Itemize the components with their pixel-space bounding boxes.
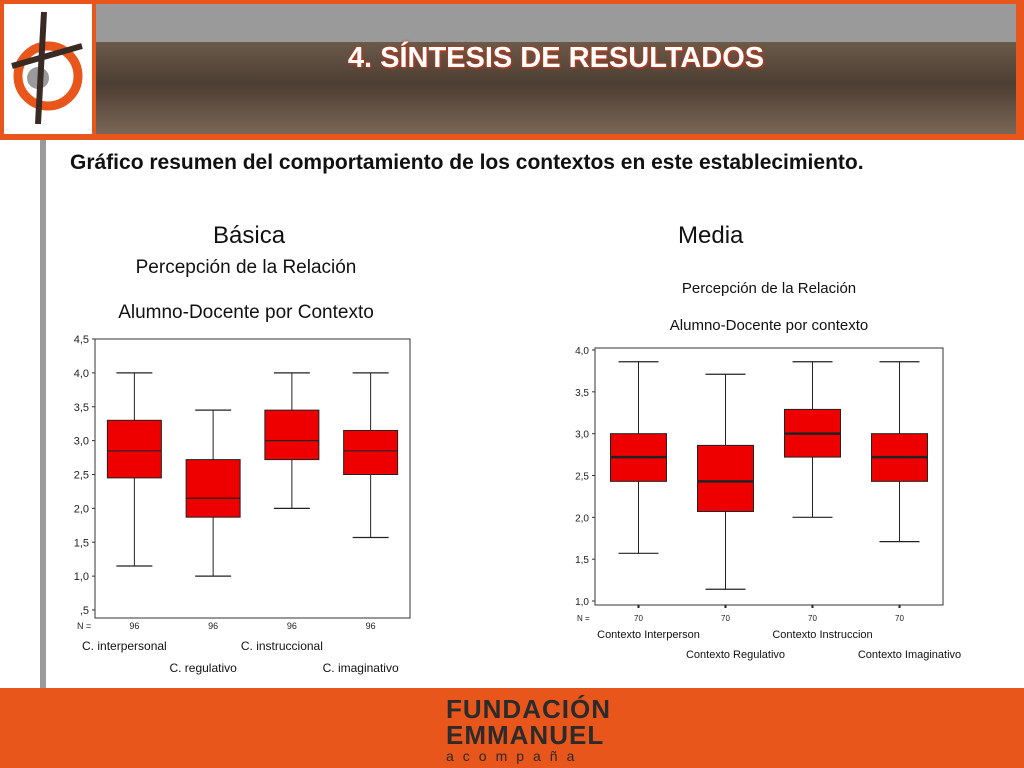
y-tick-label: 1,0 [74, 571, 89, 583]
category-label: C. interpersonal [82, 639, 167, 653]
chart-title-line1: Percepción de la Relación [682, 280, 856, 297]
footer-bar [0, 688, 1024, 768]
n-value: 96 [208, 621, 218, 631]
box [106, 419, 162, 479]
chart-title-line2: Alumno-Docente por Contexto [118, 302, 374, 323]
n-value: 70 [634, 614, 643, 623]
y-tick-label: 1,5 [74, 537, 89, 549]
category-label: C. regulativo [169, 661, 237, 675]
category-label: Contexto Regulativo [686, 649, 785, 661]
left-divider [40, 140, 46, 688]
n-label: N = [577, 614, 590, 623]
section-label-basica: Básica [213, 222, 286, 249]
plot-frame [594, 347, 944, 606]
plot-frame [94, 338, 411, 619]
chart-title-line1: Percepción de la Relación [136, 257, 357, 278]
box [185, 459, 241, 518]
y-tick-label: 1,0 [575, 597, 589, 608]
cross-logo-icon [11, 11, 83, 125]
footer-logo: FUNDACIÓN EMMANUEL acompaña [446, 696, 626, 764]
footer-line2: EMMANUEL [446, 720, 605, 750]
y-tick-label: 2,0 [74, 503, 89, 515]
footer-line1: FUNDACIÓN [446, 694, 611, 724]
y-tick-label: 3,5 [74, 402, 89, 414]
y-tick-label: 2,0 [575, 513, 589, 524]
n-value: 96 [129, 621, 139, 631]
y-tick-label: 4,5 [74, 334, 89, 346]
n-label: N = [77, 621, 91, 631]
logo [4, 4, 92, 134]
boxplot-media: Percepción de la Relación Alumno-Docente… [575, 280, 961, 661]
chart-title-line2: Alumno-Docente por contexto [670, 317, 868, 334]
category-label: Contexto Interperson [597, 629, 700, 641]
y-tick-label: 3,0 [74, 436, 89, 448]
category-label: Contexto Instruccion [772, 629, 872, 641]
section-label-media: Media [678, 222, 744, 249]
n-value: 70 [895, 614, 904, 623]
y-tick-label: 3,5 [575, 388, 589, 399]
footer-line3: acompaña [446, 748, 584, 764]
slide-heading: Gráfico resumen del comportamiento de lo… [70, 151, 864, 174]
box [264, 409, 320, 461]
slide-title: 4. SÍNTESIS DE RESULTADOS [347, 42, 765, 74]
category-label: C. instruccional [241, 639, 323, 653]
n-value: 70 [721, 614, 730, 623]
n-value: 96 [287, 621, 297, 631]
n-value: 70 [808, 614, 817, 623]
category-label: C. imaginativo [323, 661, 399, 675]
y-tick-label: ,5 [80, 605, 89, 617]
y-tick-label: 4,0 [575, 346, 589, 357]
boxplot-basica: Percepción de la Relación Alumno-Docente… [74, 257, 411, 675]
box [343, 429, 399, 475]
y-tick-label: 2,5 [74, 470, 89, 482]
y-tick-label: 4,0 [74, 368, 89, 380]
y-tick-label: 3,0 [575, 430, 589, 441]
n-value: 96 [366, 621, 376, 631]
banner-strip [96, 4, 1016, 42]
y-tick-label: 1,5 [575, 555, 589, 566]
y-tick-label: 2,5 [575, 472, 589, 483]
category-label: Contexto Imaginativo [858, 649, 961, 661]
box [697, 444, 754, 512]
